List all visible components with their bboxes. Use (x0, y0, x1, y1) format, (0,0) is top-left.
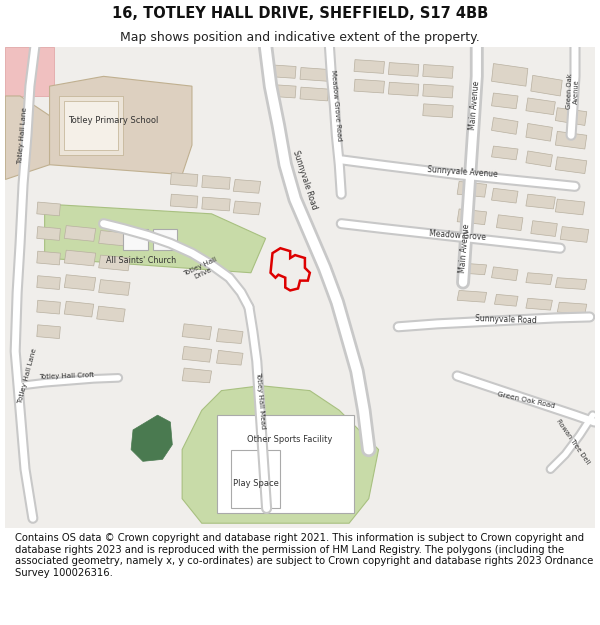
Polygon shape (491, 188, 518, 203)
Polygon shape (182, 324, 212, 339)
Polygon shape (531, 221, 557, 236)
Text: Main Avenue: Main Avenue (458, 223, 472, 273)
Polygon shape (491, 64, 528, 86)
Text: Map shows position and indicative extent of the property.: Map shows position and indicative extent… (120, 31, 480, 44)
Polygon shape (556, 131, 587, 149)
Polygon shape (491, 146, 518, 160)
Polygon shape (98, 231, 130, 246)
Polygon shape (300, 87, 328, 101)
Polygon shape (37, 276, 61, 289)
Polygon shape (526, 124, 553, 141)
Polygon shape (170, 173, 198, 186)
Polygon shape (526, 298, 553, 310)
Polygon shape (202, 176, 230, 189)
Polygon shape (182, 386, 379, 523)
Polygon shape (5, 96, 50, 179)
Polygon shape (491, 93, 518, 109)
Text: Green Oak Road: Green Oak Road (497, 391, 555, 409)
Polygon shape (496, 215, 523, 231)
Polygon shape (556, 199, 585, 215)
Text: Sunnyvale Avenue: Sunnyvale Avenue (427, 164, 497, 179)
Text: Rowan Tree Dell: Rowan Tree Dell (555, 418, 591, 465)
Polygon shape (531, 76, 562, 96)
Text: All Saints' Church: All Saints' Church (106, 256, 176, 266)
Polygon shape (64, 250, 96, 266)
Text: Other Sports Facility: Other Sports Facility (247, 435, 333, 444)
Polygon shape (423, 64, 453, 78)
Polygon shape (231, 449, 280, 509)
Polygon shape (494, 294, 518, 306)
Text: Contains OS data © Crown copyright and database right 2021. This information is : Contains OS data © Crown copyright and d… (15, 533, 593, 578)
Polygon shape (182, 346, 212, 362)
Text: Totley Hall Mead: Totley Hall Mead (255, 372, 266, 429)
Polygon shape (50, 76, 192, 174)
Polygon shape (457, 209, 487, 224)
Text: Green Oak
Avenue: Green Oak Avenue (566, 73, 580, 109)
Polygon shape (64, 226, 96, 241)
Text: Totley Hall
Drive: Totley Hall Drive (182, 256, 221, 283)
Polygon shape (556, 157, 587, 174)
Polygon shape (556, 107, 587, 126)
Text: Meadow Grove Road: Meadow Grove Road (330, 70, 343, 142)
Polygon shape (491, 267, 518, 281)
Polygon shape (457, 181, 487, 197)
Polygon shape (556, 278, 587, 289)
Text: Sunnyvale Road: Sunnyvale Road (475, 314, 537, 326)
Polygon shape (131, 415, 172, 461)
Polygon shape (354, 59, 385, 73)
Polygon shape (37, 202, 61, 216)
Polygon shape (123, 229, 148, 250)
Polygon shape (202, 197, 230, 211)
Polygon shape (526, 194, 556, 209)
Polygon shape (233, 201, 261, 215)
Text: 16, TOTLEY HALL DRIVE, SHEFFIELD, S17 4BB: 16, TOTLEY HALL DRIVE, SHEFFIELD, S17 4B… (112, 6, 488, 21)
Polygon shape (64, 275, 96, 291)
Polygon shape (97, 306, 125, 322)
Polygon shape (423, 104, 453, 118)
Polygon shape (217, 329, 243, 344)
Polygon shape (37, 325, 61, 339)
Polygon shape (388, 82, 419, 96)
Polygon shape (98, 255, 130, 271)
Polygon shape (37, 227, 61, 241)
Text: Play Space: Play Space (233, 479, 279, 488)
Polygon shape (526, 98, 556, 114)
Polygon shape (64, 301, 94, 317)
Polygon shape (152, 229, 177, 250)
Polygon shape (457, 263, 487, 275)
Polygon shape (5, 47, 55, 96)
Polygon shape (182, 368, 212, 382)
Polygon shape (388, 62, 419, 76)
Polygon shape (217, 351, 243, 365)
Polygon shape (44, 204, 266, 272)
Text: Totley Hall Lane: Totley Hall Lane (17, 107, 28, 164)
Polygon shape (423, 84, 453, 98)
Polygon shape (37, 251, 61, 265)
Text: Totley Hall Lane: Totley Hall Lane (17, 348, 37, 404)
Polygon shape (457, 291, 487, 302)
Polygon shape (560, 227, 589, 242)
Polygon shape (217, 415, 354, 513)
Polygon shape (557, 302, 587, 314)
Polygon shape (266, 64, 296, 78)
Polygon shape (59, 96, 123, 155)
Polygon shape (526, 151, 553, 167)
Text: Totley Hall Croft: Totley Hall Croft (38, 372, 94, 380)
Polygon shape (98, 279, 130, 296)
Text: Meadow Grove: Meadow Grove (428, 229, 486, 242)
Polygon shape (170, 194, 198, 208)
Text: Main Avenue: Main Avenue (468, 81, 481, 131)
Polygon shape (354, 79, 385, 93)
Polygon shape (300, 68, 328, 81)
Polygon shape (491, 118, 518, 134)
Polygon shape (266, 84, 296, 98)
Polygon shape (233, 179, 261, 193)
Text: Sunnyvale Road: Sunnyvale Road (291, 149, 319, 210)
Polygon shape (37, 300, 61, 314)
Text: Totley Primary School: Totley Primary School (68, 116, 158, 125)
Polygon shape (64, 101, 118, 150)
Polygon shape (526, 272, 553, 284)
